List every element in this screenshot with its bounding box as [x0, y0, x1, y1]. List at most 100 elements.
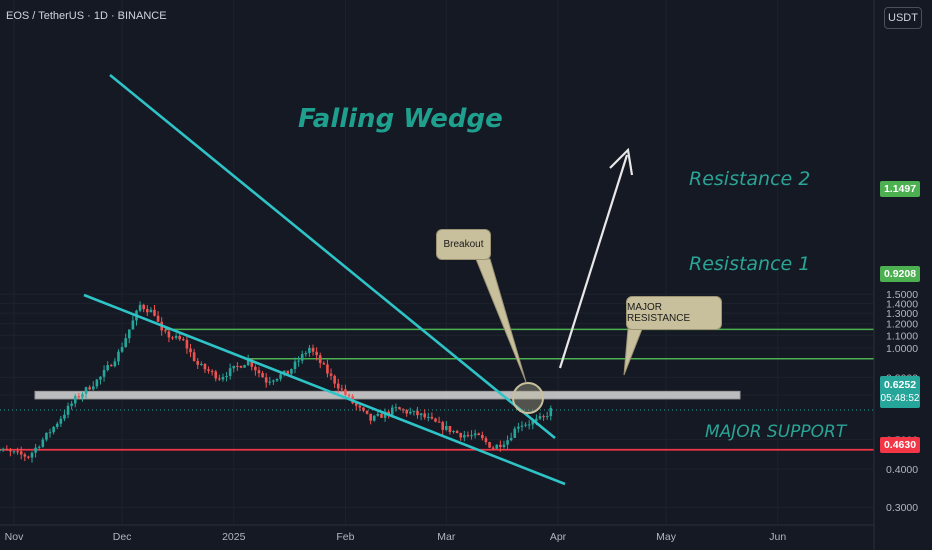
candle-body: [16, 451, 19, 453]
candle-body: [236, 365, 239, 367]
y-tick-label: 0.4000: [886, 464, 918, 476]
candle-body: [520, 425, 524, 427]
candle-body: [311, 347, 315, 352]
candle-body: [401, 409, 405, 411]
candle-body: [347, 394, 351, 397]
candle-body: [441, 422, 445, 430]
candle-body: [84, 387, 88, 394]
candle-body: [55, 423, 59, 427]
candle-body: [408, 411, 412, 414]
candle-body: [318, 355, 322, 364]
candle-body: [372, 415, 376, 421]
x-axis: Nov Dec 2025 Feb Mar Apr May Jun: [0, 524, 874, 543]
resistance-1-price-tag: 0.9208: [880, 266, 920, 282]
candle-body: [192, 352, 196, 361]
candle-body: [455, 431, 459, 434]
candle-body: [491, 447, 495, 449]
resistance-1-label: Resistance 1: [689, 253, 811, 275]
candle-body: [535, 418, 538, 422]
candle-body: [473, 433, 477, 436]
candle-body: [336, 383, 340, 389]
candle-body: [45, 432, 48, 440]
wedge-upper-trendline: [109, 73, 556, 440]
candle-body: [380, 413, 383, 418]
candle-body: [95, 379, 99, 387]
candle-body: [513, 428, 517, 438]
candle-body: [246, 359, 250, 366]
bar-countdown: 05:48:52: [880, 393, 920, 404]
candle-body: [448, 426, 452, 432]
candle-body: [545, 416, 549, 418]
candle-body: [225, 375, 228, 378]
candle-body: [164, 330, 167, 332]
candle-body: [531, 421, 535, 425]
candle-body: [509, 437, 513, 441]
candle-body: [9, 450, 12, 452]
resistance-2-price-tag: 1.1497: [880, 181, 920, 197]
candle-body: [340, 388, 344, 390]
x-tick-label: Mar: [437, 531, 456, 543]
breakout-callout: Breakout: [436, 229, 491, 260]
candle-body: [329, 373, 333, 376]
candle-body: [5, 448, 9, 451]
candle-body: [19, 451, 23, 455]
candle-body: [376, 413, 380, 416]
candle-body: [189, 348, 192, 353]
candle-body: [304, 352, 308, 355]
candle-body: [459, 433, 463, 438]
candle-body: [272, 380, 275, 382]
major-resistance-callout-pointer: [623, 328, 643, 376]
candle-body: [182, 339, 185, 341]
currency-button[interactable]: USDT: [884, 7, 922, 29]
candle-body: [293, 361, 297, 369]
candle-body: [131, 320, 135, 330]
candle-body: [124, 338, 127, 348]
candle-body: [239, 366, 243, 368]
y-tick-label: 1.2000: [886, 319, 918, 331]
candle-body: [117, 351, 120, 362]
candle-body: [495, 444, 499, 449]
candle-body: [387, 411, 390, 415]
candle-body: [502, 444, 506, 448]
candle-body: [286, 370, 290, 374]
current-price-tag: 0.6252 05:48:52: [880, 376, 920, 408]
candle-body: [423, 413, 427, 418]
candle-body: [315, 351, 318, 356]
drawings: [83, 73, 643, 486]
candle-body: [257, 370, 261, 374]
projection-arrow-shaft: [558, 154, 629, 369]
candle-body: [145, 309, 149, 313]
candle-body: [203, 363, 207, 370]
symbol-header: EOS / TetherUS · 1D · BINANCE: [6, 10, 167, 22]
x-tick-label: Jun: [769, 531, 786, 543]
y-tick-label: 0.3000: [886, 502, 918, 514]
candle-body: [383, 411, 387, 418]
breakout-callout-pointer: [475, 258, 527, 383]
candle-body: [542, 416, 545, 418]
candle-body: [23, 454, 27, 457]
candle-body: [275, 378, 279, 381]
candle-body: [527, 424, 531, 426]
candle-body: [405, 410, 408, 414]
candle-body: [218, 378, 221, 380]
candle-body: [196, 360, 200, 365]
candle-body: [174, 336, 178, 338]
candle-body: [365, 410, 369, 414]
candle-body: [254, 366, 257, 371]
candle-body: [138, 304, 142, 311]
candle-body: [41, 439, 45, 447]
current-price: 0.6252: [883, 379, 917, 391]
candle-body: [210, 370, 214, 372]
grid: [0, 0, 874, 525]
candle-body: [149, 309, 153, 313]
candle-body: [437, 421, 441, 423]
candle-body: [463, 435, 466, 438]
candle-body: [369, 413, 372, 421]
candle-body: [261, 373, 264, 378]
pattern-title: Falling Wedge: [298, 104, 503, 134]
candle-body: [517, 426, 520, 429]
candle-body: [416, 410, 419, 416]
candle-body: [88, 387, 91, 390]
candle-body: [290, 368, 293, 374]
